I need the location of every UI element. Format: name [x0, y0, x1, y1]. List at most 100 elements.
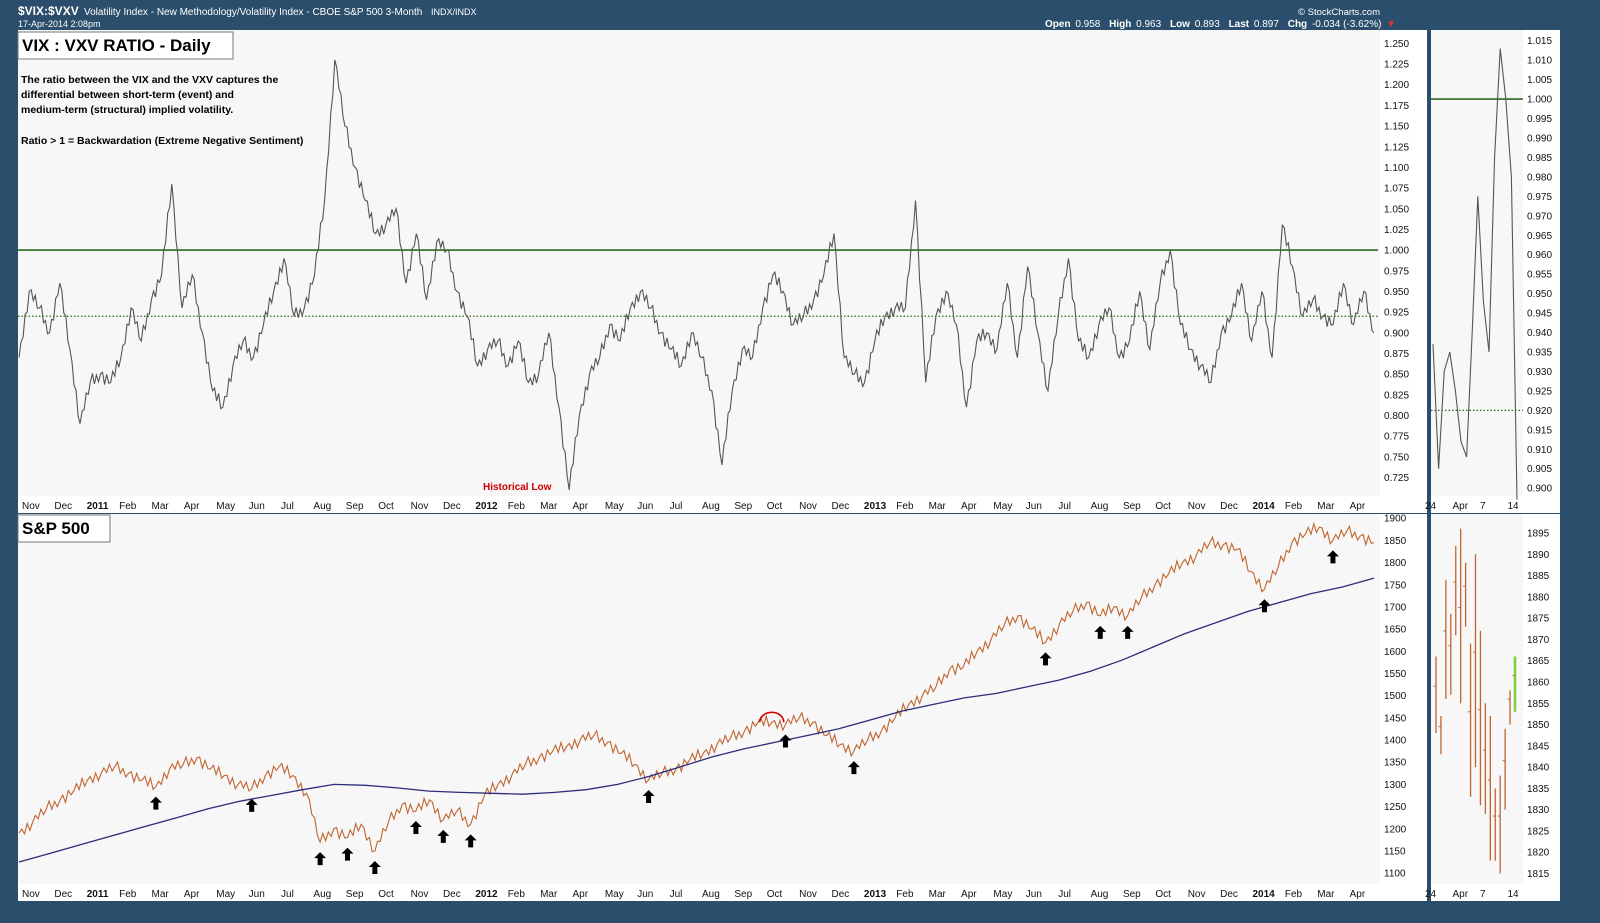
- support-arrow-icon: [1039, 652, 1052, 666]
- 2-y-tick: 0.975: [1527, 192, 1552, 203]
- 2-y-tick: 0.905: [1527, 464, 1552, 475]
- 2-y-tick: 0.925: [1527, 386, 1552, 397]
- 1-y-tick: 1900: [1384, 514, 1407, 525]
- 1-y-tick: 1700: [1384, 602, 1407, 613]
- 3-y-tick: 1825: [1527, 826, 1550, 837]
- 2-y-tick: 0.965: [1527, 231, 1552, 242]
- note-line-3: medium-term (structural) implied volatil…: [21, 104, 233, 116]
- 3-y-tick: 1845: [1527, 741, 1550, 752]
- spx-moving-average-line: [18, 577, 1375, 863]
- x-tick-label: Oct: [1155, 889, 1171, 900]
- x-tick-label: Feb: [508, 889, 526, 900]
- x-tick-label: Jul: [281, 501, 294, 512]
- 2-y-tick: 0.995: [1527, 114, 1552, 125]
- source-label: © StockCharts.com: [1298, 7, 1380, 18]
- x-tick-label: 2011: [87, 501, 109, 512]
- x-tick-label: May: [216, 889, 235, 900]
- mini-ratio-x-axis: [1431, 496, 1560, 513]
- ratio-x-axis: [18, 496, 1427, 513]
- x-tick-label: Jul: [1058, 501, 1071, 512]
- x-tick-label: Apr: [1350, 501, 1366, 512]
- 3-y-tick: 1835: [1527, 784, 1550, 795]
- mini-ratio-line: [1432, 48, 1518, 500]
- 3-y-tick: 1895: [1527, 529, 1550, 540]
- x-tick-label: Dec: [1220, 889, 1238, 900]
- 2-y-tick: 0.930: [1527, 367, 1552, 378]
- 0-y-tick: 0.750: [1384, 452, 1409, 463]
- x-tick-label: Apr: [1453, 501, 1469, 512]
- ratio-title-box: VIX : VXV RATIO - Daily: [17, 31, 234, 60]
- 2-y-tick: 0.910: [1527, 445, 1552, 456]
- x-tick-label: Jun: [637, 501, 653, 512]
- support-arrow-icon: [1094, 625, 1107, 639]
- 3-y-tick: 1820: [1527, 848, 1550, 859]
- 0-y-tick: 0.775: [1384, 432, 1409, 443]
- spx-price-line: [18, 521, 1375, 853]
- x-tick-label: Mar: [152, 889, 170, 900]
- 3-y-tick: 1830: [1527, 805, 1550, 816]
- 0-y-tick: 0.825: [1384, 390, 1409, 401]
- support-arrow-icon: [847, 761, 860, 775]
- 0-y-tick: 1.125: [1384, 142, 1409, 153]
- x-tick-label: Dec: [54, 889, 72, 900]
- 0-y-tick: 1.075: [1384, 184, 1409, 195]
- x-tick-label: 2011: [87, 889, 109, 900]
- x-tick-label: Jun: [1026, 889, 1042, 900]
- 0-y-tick: 1.150: [1384, 122, 1409, 133]
- mini-spx-x-axis: [1431, 884, 1560, 901]
- svg-text:Open 0.958 High: Open 0.958 High 0.963 Low 0.893 Last 0.8…: [1045, 19, 1396, 30]
- spx-chart: 1900 1850 1800 1750 1700 1650 1600 1550 1500 1450…: [18, 514, 1407, 900]
- x-tick-label: Sep: [346, 889, 364, 900]
- x-tick-label: Aug: [1091, 889, 1109, 900]
- x-tick-label: Oct: [767, 501, 783, 512]
- mini-ratio-y-axis: [1523, 30, 1560, 496]
- x-tick-label: May: [216, 501, 235, 512]
- 2-y-tick: 1.005: [1527, 75, 1552, 86]
- x-tick-label: 2013: [864, 501, 887, 512]
- support-arrow-icon: [341, 847, 354, 861]
- mini-ratio-chart: 1.015 1.010 1.005 1.000 0.995 0.990 0.985 0.980…: [1425, 36, 1552, 512]
- ratio-y-axis: [1380, 30, 1427, 496]
- 0-y-tick: 1.200: [1384, 80, 1409, 91]
- spx-x-axis: [18, 884, 1427, 901]
- x-tick-label: Sep: [734, 501, 752, 512]
- 0-y-tick: 0.950: [1384, 287, 1409, 298]
- support-arrow-icon: [642, 789, 655, 803]
- x-tick-label: Feb: [119, 889, 137, 900]
- 3-y-tick: 1890: [1527, 550, 1550, 561]
- 0-y-tick: 1.250: [1384, 39, 1409, 50]
- chg-value: -0.034 (-3.62%): [1312, 19, 1381, 30]
- x-tick-label: Mar: [1317, 501, 1335, 512]
- chg-down-icon: ▼: [1386, 19, 1396, 30]
- x-tick-label: 7: [1480, 501, 1486, 512]
- 3-y-tick: 1855: [1527, 699, 1550, 710]
- x-tick-label: Nov: [22, 889, 40, 900]
- 1-y-tick: 1500: [1384, 691, 1407, 702]
- 0-y-tick: 0.725: [1384, 473, 1409, 484]
- x-tick-label: Nov: [1188, 501, 1206, 512]
- support-arrow-icon: [779, 734, 792, 748]
- 1-y-tick: 1550: [1384, 669, 1407, 680]
- x-tick-label: Dec: [1220, 501, 1238, 512]
- support-arrow-icon: [409, 821, 422, 835]
- x-tick-label: Apr: [1453, 889, 1469, 900]
- x-tick-label: Sep: [1123, 501, 1141, 512]
- x-tick-label: Aug: [313, 889, 331, 900]
- x-tick-label: Jul: [670, 889, 683, 900]
- low-value: 0.893: [1195, 19, 1220, 30]
- 2-y-tick: 0.900: [1527, 484, 1552, 495]
- x-tick-label: Mar: [152, 501, 170, 512]
- 0-y-tick: 0.900: [1384, 328, 1409, 339]
- x-tick-label: Apr: [184, 501, 200, 512]
- support-arrow-icon: [368, 860, 381, 874]
- x-tick-label: May: [993, 501, 1012, 512]
- x-tick-label: Dec: [443, 501, 461, 512]
- 3-y-tick: 1865: [1527, 656, 1550, 667]
- 2-y-tick: 0.940: [1527, 328, 1552, 339]
- 2-y-tick: 0.955: [1527, 270, 1552, 281]
- 0-y-tick: 0.875: [1384, 349, 1409, 360]
- x-tick-label: 14: [1508, 501, 1520, 512]
- spx-title-box: S&P 500: [17, 514, 111, 543]
- x-tick-label: Nov: [799, 889, 817, 900]
- description-label: Volatility Index - New Methodology/Volat…: [84, 7, 422, 18]
